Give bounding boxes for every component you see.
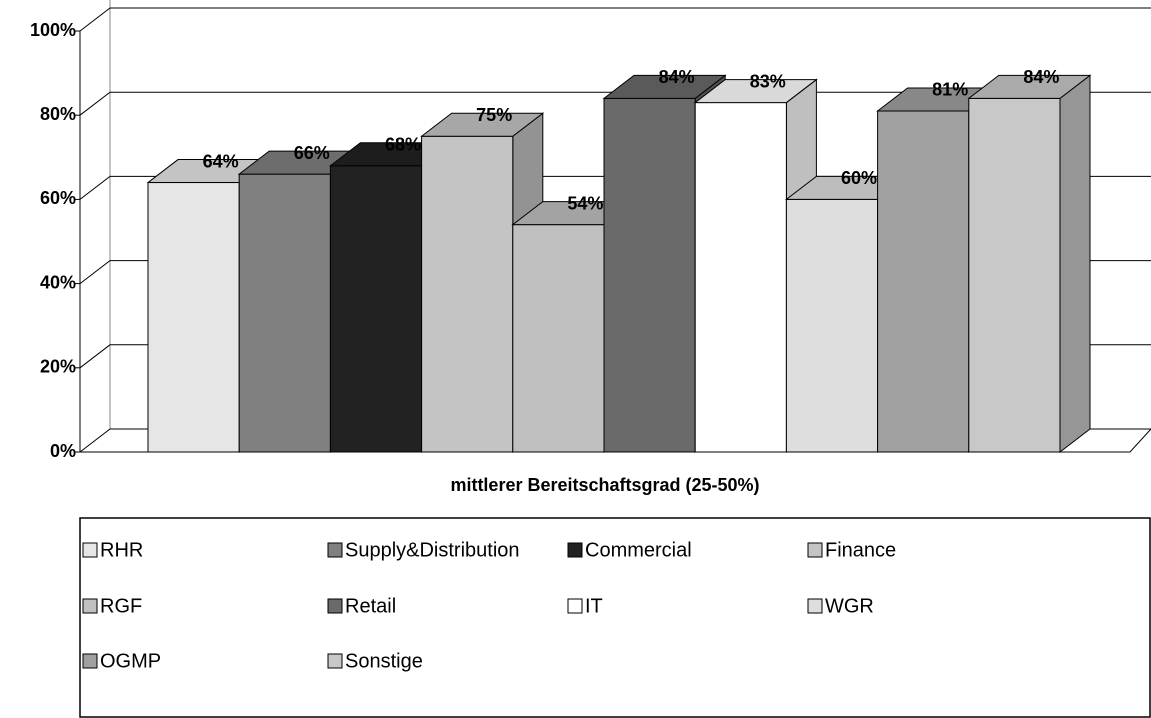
y-tick-label: 80% <box>40 104 76 124</box>
bar <box>694 102 787 453</box>
bar <box>603 97 696 453</box>
bar <box>968 97 1061 453</box>
x-category-label: mittlerer Bereitschaftsgrad (25-50%) <box>450 475 759 495</box>
bar <box>147 182 240 453</box>
y-tick-label: 20% <box>40 357 76 377</box>
data-label: 54% <box>567 193 603 213</box>
legend-swatch <box>82 598 98 614</box>
legend-label: OGMP <box>100 650 161 672</box>
legend-swatch <box>327 542 343 558</box>
legend-label: Finance <box>825 539 896 561</box>
legend-label: IT <box>585 595 603 617</box>
bar <box>238 173 331 453</box>
bar <box>329 165 423 453</box>
bar-side <box>1059 74 1091 454</box>
legend-label: RGF <box>100 595 142 617</box>
data-label: 84% <box>659 67 695 87</box>
data-label: 60% <box>841 168 877 188</box>
legend-label: Retail <box>345 595 396 617</box>
legend-swatch <box>567 542 583 558</box>
bar <box>877 110 970 453</box>
legend-label: RHR <box>100 539 143 561</box>
data-label: 83% <box>750 71 786 91</box>
legend-swatch <box>807 542 823 558</box>
legend-label: Supply&Distribution <box>345 539 520 561</box>
legend-label: WGR <box>825 595 874 617</box>
y-tick-label: 100% <box>30 20 76 40</box>
data-label: 75% <box>476 105 512 125</box>
y-tick-label: 0% <box>50 441 76 461</box>
legend-box <box>79 517 1151 718</box>
data-label: 66% <box>294 143 330 163</box>
bar <box>785 198 879 453</box>
legend-swatch <box>327 653 343 669</box>
legend-label: Sonstige <box>345 650 423 672</box>
grid-line <box>79 7 1151 32</box>
legend-swatch <box>327 598 343 614</box>
legend-swatch <box>82 542 98 558</box>
legend-label: Commercial <box>585 539 692 561</box>
y-tick-label: 40% <box>40 272 76 292</box>
bar-top <box>602 74 727 99</box>
legend-swatch <box>567 598 583 614</box>
legend-swatch <box>82 653 98 669</box>
data-label: 84% <box>1023 67 1059 87</box>
legend-swatch <box>807 598 823 614</box>
bar <box>421 135 514 453</box>
bar-top <box>420 112 545 137</box>
bar-top <box>967 74 1092 99</box>
data-label: 81% <box>932 80 968 100</box>
data-label: 68% <box>385 134 421 154</box>
data-label: 64% <box>203 151 239 171</box>
bar <box>512 224 605 453</box>
bar-top <box>693 79 818 104</box>
y-tick-label: 60% <box>40 188 76 208</box>
